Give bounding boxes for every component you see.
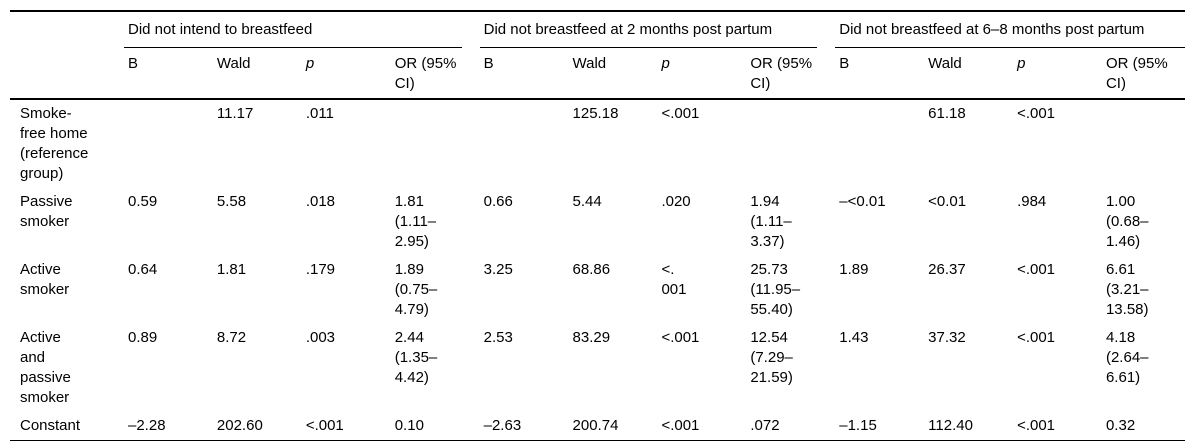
cell-p: .179 — [305, 261, 336, 278]
col-header-p-3: p — [1007, 48, 1096, 100]
table-row-constant: Constant –2.28 202.60 <.001 0.10 –2.63 2… — [10, 412, 1185, 441]
row-label: Active smoker — [20, 261, 70, 298]
cell-b: –2.63 — [483, 417, 522, 434]
cell-p: <.001 — [661, 329, 700, 346]
cell-wald: 11.17 — [216, 105, 254, 122]
cell-or: 25.73 (11.95– 55.40) — [750, 261, 801, 318]
cell-b: 0.89 — [128, 329, 158, 346]
cell-or — [740, 99, 829, 188]
table-row-passive-smoker: Passive smoker 0.59 5.58 .018 1.81 (1.11… — [10, 188, 1185, 256]
sub-header-row: B Wald p OR (95% CI) B Wald p OR (95% CI… — [10, 48, 1185, 100]
cell-or — [385, 99, 474, 188]
table-row-smoke-free-home: Smoke- free home (reference group) 11.17… — [10, 99, 1185, 188]
cell-b: 1.89 — [839, 261, 869, 278]
col-header-or-1: OR (95% CI) — [384, 48, 474, 100]
table-row-active-and-passive-smoker: Active and passive smoker 0.89 8.72 .003… — [10, 324, 1185, 412]
cell-wald: 83.29 — [572, 329, 611, 346]
cell-or — [1096, 99, 1185, 188]
regression-results-table: Did not intend to breastfeed Did not bre… — [10, 10, 1185, 441]
cell-b: –2.28 — [128, 417, 166, 434]
cell-b: –<0.01 — [839, 193, 886, 210]
cell-p: <.001 — [1017, 105, 1056, 122]
row-label: Constant — [20, 417, 81, 434]
col-header-wald-3: Wald — [918, 48, 1008, 100]
cell-b — [829, 99, 918, 188]
cell-wald: 68.86 — [572, 261, 611, 278]
cell-p: <.001 — [661, 417, 700, 434]
cell-p: <.001 — [305, 417, 344, 434]
cell-p: .018 — [305, 193, 336, 210]
row-label: Active and passive smoker — [20, 329, 71, 406]
cell-p: .011 — [305, 105, 334, 122]
corner-cell — [10, 11, 118, 48]
cell-b: 0.64 — [128, 261, 158, 278]
table-row-active-smoker: Active smoker 0.64 1.81 .179 1.89 (0.75–… — [10, 256, 1185, 324]
cell-b — [474, 99, 563, 188]
cell-or: 4.18 (2.64– 6.61) — [1105, 329, 1149, 386]
cell-or: 6.61 (3.21– 13.58) — [1105, 261, 1149, 318]
corner-cell-2 — [10, 48, 118, 100]
col-header-b-1: B — [118, 48, 207, 100]
cell-wald: <0.01 — [928, 193, 967, 210]
cell-wald: 8.72 — [216, 329, 247, 346]
row-label: Smoke- free home (reference group) — [20, 105, 89, 182]
col-header-or-3: OR (95% CI) — [1095, 48, 1185, 100]
cell-b: –1.15 — [839, 417, 877, 434]
group-header-2months: Did not breastfeed at 2 months post part… — [474, 11, 830, 48]
cell-wald: 37.32 — [928, 329, 966, 346]
col-header-b-2: B — [473, 48, 563, 100]
cell-wald: 5.58 — [216, 193, 247, 210]
cell-wald: 202.60 — [216, 417, 263, 434]
cell-wald: 1.81 — [216, 261, 247, 278]
cell-p: <.001 — [1017, 329, 1056, 346]
group-header-6-8months-label: Did not breastfeed at 6–8 months post pa… — [835, 20, 1185, 48]
cell-b: 0.66 — [483, 193, 513, 210]
cell-or: 1.89 (0.75– 4.79) — [394, 261, 438, 318]
col-header-b-3: B — [829, 48, 919, 100]
cell-p: <. 001 — [661, 261, 687, 298]
cell-b — [118, 99, 207, 188]
cell-wald: 26.37 — [928, 261, 966, 278]
cell-wald: 125.18 — [572, 105, 619, 122]
group-header-row: Did not intend to breastfeed Did not bre… — [10, 11, 1185, 48]
group-header-intend-label: Did not intend to breastfeed — [124, 20, 462, 48]
cell-b: 3.25 — [483, 261, 513, 278]
cell-or: 12.54 (7.29– 21.59) — [750, 329, 793, 386]
row-label: Passive smoker — [20, 193, 73, 230]
cell-or: 1.81 (1.11– 2.95) — [394, 193, 437, 250]
cell-wald: 112.40 — [928, 417, 973, 434]
col-header-wald-2: Wald — [562, 48, 652, 100]
cell-p: .020 — [661, 193, 691, 210]
cell-or: 1.00 (0.68– 1.46) — [1105, 193, 1149, 250]
cell-wald: 61.18 — [928, 105, 966, 122]
group-header-intend: Did not intend to breastfeed — [118, 11, 474, 48]
cell-or: 2.44 (1.35– 4.42) — [394, 329, 438, 386]
cell-or: 0.10 — [394, 417, 424, 434]
cell-p: .003 — [305, 329, 336, 346]
col-header-wald-1: Wald — [206, 48, 296, 100]
cell-p: <.001 — [661, 105, 700, 122]
cell-or: 1.94 (1.11– 3.37) — [750, 193, 792, 250]
col-header-or-2: OR (95% CI) — [740, 48, 830, 100]
cell-or: .072 — [750, 417, 780, 434]
cell-p: <.001 — [1017, 417, 1056, 434]
cell-wald: 5.44 — [572, 193, 602, 210]
group-header-6-8months: Did not breastfeed at 6–8 months post pa… — [829, 11, 1185, 48]
group-header-2months-label: Did not breastfeed at 2 months post part… — [479, 20, 818, 48]
cell-b: 1.43 — [839, 329, 869, 346]
cell-p: <.001 — [1017, 261, 1056, 278]
col-header-p-1: p — [295, 48, 385, 100]
cell-b: 2.53 — [483, 329, 513, 346]
cell-wald: 200.74 — [572, 417, 619, 434]
cell-b: 0.59 — [128, 193, 158, 210]
cell-p: .984 — [1017, 193, 1047, 210]
cell-or: 0.32 — [1105, 417, 1136, 434]
col-header-p-2: p — [651, 48, 741, 100]
